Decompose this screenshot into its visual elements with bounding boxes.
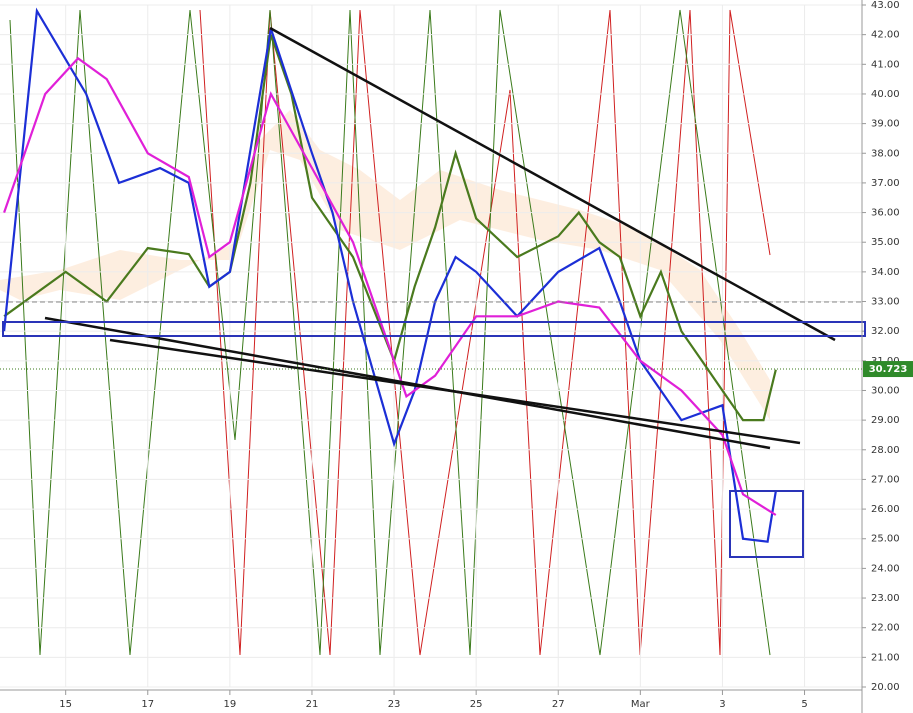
series-line [3,56,777,516]
last-price-label: 30.723 [869,364,908,375]
x-tick-label: 5 [801,699,807,710]
oscillator-red [199,9,771,656]
last-price-box [863,361,913,378]
trend-line [109,338,801,445]
plot-area [0,9,771,656]
x-tick-label: 19 [223,699,236,710]
y-tick-label: 39.00 [871,119,900,130]
y-tick-label: 29.00 [871,415,900,426]
x-tick-label: Mar [631,699,651,710]
x-tick-label: 3 [719,699,725,710]
y-tick-label: 33.00 [871,297,900,308]
x-tick-label: 27 [552,699,565,710]
y-tick-label: 24.00 [871,563,900,574]
highlight-box [729,490,804,558]
y-tick-label: 40.00 [871,89,900,100]
highlight-box [2,321,866,337]
y-tick-label: 38.00 [871,148,900,159]
x-tick-label: 17 [141,699,154,710]
y-tick-label: 36.00 [871,208,900,219]
y-tick-label: 32.00 [871,326,900,337]
y-tick-label: 23.00 [871,593,900,604]
y-tick-label: 25.00 [871,534,900,545]
trend-line [269,26,836,342]
y-tick-label: 20.00 [871,682,900,693]
y-tick-label: 41.00 [871,59,900,70]
y-tick-label: 21.00 [871,652,900,663]
y-tick-label: 34.00 [871,267,900,278]
y-tick-label: 42.00 [871,30,900,41]
trend-line [44,316,771,450]
x-tick-label: 23 [388,699,401,710]
x-tick-label: 21 [306,699,319,710]
y-tick-label: 27.00 [871,474,900,485]
y-tick-label: 35.00 [871,237,900,248]
y-tick-label: 26.00 [871,504,900,515]
x-tick-label: 15 [59,699,72,710]
y-tick-label: 30.00 [871,385,900,396]
x-tick-label: 25 [470,699,483,710]
y-tick-label: 22.00 [871,623,900,634]
y-tick-label: 28.00 [871,445,900,456]
envelope [0,110,770,420]
y-tick-label: 43.00 [871,0,900,11]
y-tick-label: 37.00 [871,178,900,189]
oscillator-green [9,9,771,656]
